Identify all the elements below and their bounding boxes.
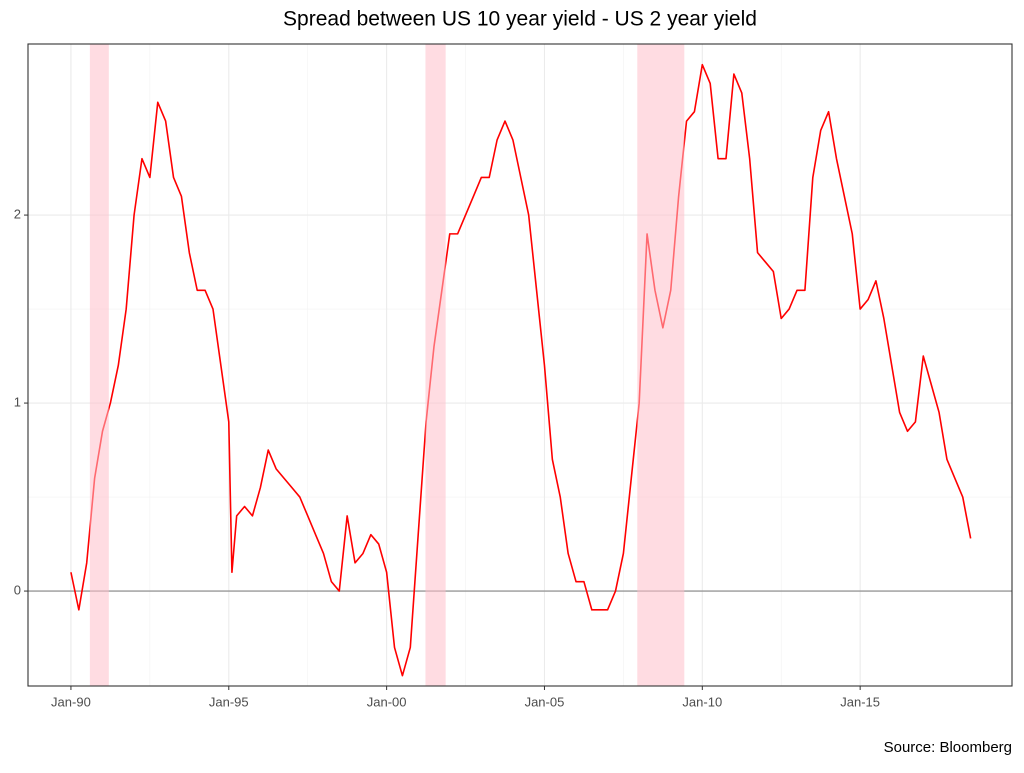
y-tick-label: 2 [14,207,21,222]
recession-band [89,44,109,686]
y-tick-label: 0 [14,583,21,598]
x-tick-label: Jan-10 [682,694,722,709]
x-tick-label: Jan-90 [51,694,91,709]
caption: Source: Bloomberg [884,739,1012,756]
recession-band [425,44,446,686]
x-tick-label: Jan-95 [209,694,249,709]
line [70,63,972,677]
x-tick-label: Jan-05 [525,694,565,709]
x-tick-label: Jan-15 [840,694,880,709]
y-tick-label: 1 [14,395,21,410]
plot-border [27,43,1013,687]
recession-band [637,44,685,686]
chart-title: Spread between US 10 year yield - US 2 y… [283,8,757,31]
x-tick-label: Jan-00 [367,694,407,709]
